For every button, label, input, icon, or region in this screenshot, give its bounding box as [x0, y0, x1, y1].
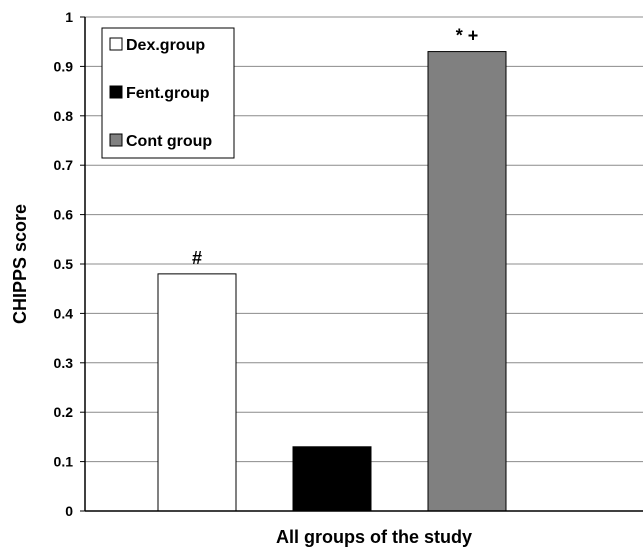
legend: Dex.group Fent.group Cont group [101, 27, 235, 159]
y-tick-label: 0 [65, 503, 73, 519]
y-tick-label: 0.2 [54, 404, 74, 420]
bar-annotation: # [192, 248, 202, 268]
bar-cont-group [427, 51, 507, 512]
y-tick-label: 0.1 [54, 454, 74, 470]
legend-swatch [109, 85, 123, 99]
y-tick-label: 0.6 [54, 207, 74, 223]
y-tick-label: 0.9 [54, 58, 74, 74]
legend-label: Fent.group [126, 85, 210, 102]
y-tick-label: 0.3 [54, 355, 74, 371]
legend-swatch [109, 37, 123, 51]
axes [84, 17, 643, 512]
y-tick-label: 0.5 [54, 256, 74, 272]
y-axis-title: CHIPPS score [10, 204, 30, 324]
bar-annotation: * + [456, 26, 479, 46]
bar-dex-group [157, 273, 237, 512]
legend-box [101, 27, 235, 159]
x-axis-title: All groups of the study [276, 527, 472, 547]
legend-swatch [109, 133, 123, 147]
y-tick-label: 0.8 [54, 108, 74, 124]
y-tick-label: 0.7 [54, 157, 74, 173]
bar-annotations: # * + [192, 26, 478, 268]
y-tick-label: 0.4 [54, 305, 74, 321]
y-tick-labels: 0 0.1 0.2 0.3 0.4 0.5 0.6 0.7 0.8 0.9 1 [54, 9, 74, 519]
y-tick-label: 1 [65, 9, 73, 25]
legend-label: Cont group [126, 133, 212, 150]
bar-fent-group [292, 446, 372, 512]
legend-label: Dex.group [126, 37, 205, 54]
bars [157, 51, 507, 512]
